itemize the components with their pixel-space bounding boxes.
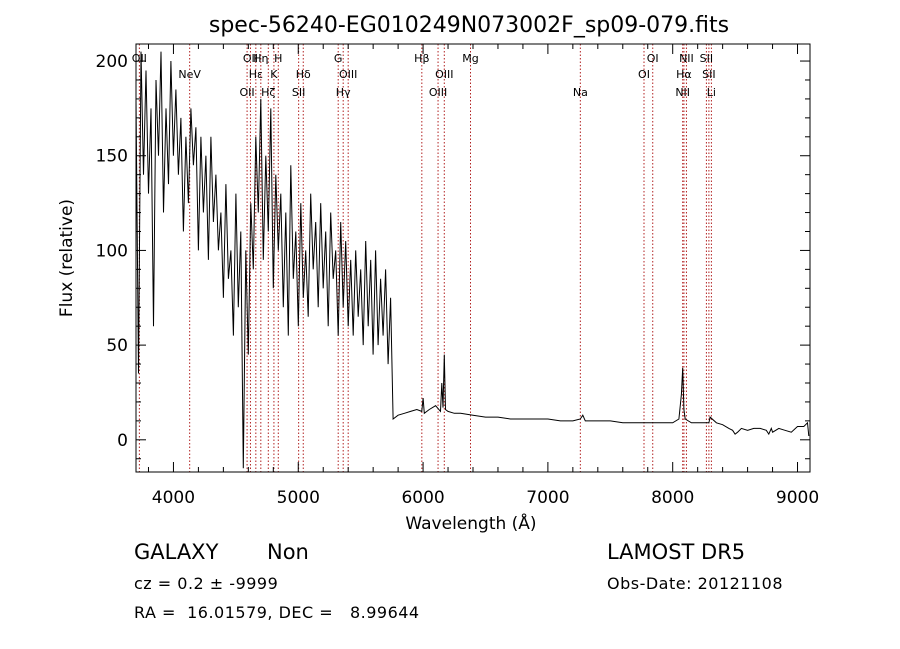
object-subclass: Non bbox=[267, 540, 309, 564]
emission-line-label: Na bbox=[573, 86, 588, 99]
emission-line-label: Li bbox=[707, 86, 716, 99]
emission-line-labels: OII NeV OII OII Hε Hη Hζ KH SII Hδ G Hγ OIII Hβ OIII OI… bbox=[132, 52, 716, 99]
x-axis-ticks: 4000 5000 6000 7000 8000 9000 bbox=[147, 44, 819, 508]
coordinates-text: RA = 16.01579, DEC = 8.99644 bbox=[134, 603, 420, 622]
emission-line-label: Mg bbox=[462, 52, 478, 65]
emission-line-label: SII bbox=[292, 86, 305, 99]
emission-line-label: Hζ bbox=[261, 86, 275, 99]
emission-line-label: Hβ bbox=[414, 52, 429, 65]
emission-line-label: OII bbox=[132, 52, 147, 65]
emission-line-label: OII bbox=[240, 86, 255, 99]
y-tick-label: 0 bbox=[117, 431, 128, 451]
emission-line-label: H bbox=[274, 52, 282, 65]
emission-line-label: K bbox=[270, 68, 278, 81]
emission-line-label: OI bbox=[638, 68, 650, 81]
emission-line-label: OIII bbox=[339, 68, 357, 81]
emission-line-label: NII bbox=[675, 86, 690, 99]
x-tick-label: 4000 bbox=[152, 488, 195, 508]
y-tick-label: 200 bbox=[96, 52, 128, 72]
x-tick-label: 6000 bbox=[401, 488, 444, 508]
emission-line-label: OIII bbox=[429, 86, 447, 99]
y-tick-label: 150 bbox=[96, 147, 128, 167]
emission-line-label: OI bbox=[647, 52, 659, 65]
emission-line-label: Hα bbox=[676, 68, 692, 81]
emission-line-label: Hγ bbox=[336, 86, 351, 99]
chart-title: spec-56240-EG010249N073002F_sp09-079.fit… bbox=[209, 13, 729, 38]
emission-line-label: SII bbox=[700, 52, 713, 65]
survey-name: LAMOST DR5 bbox=[607, 540, 746, 564]
emission-line-label: OII bbox=[243, 52, 258, 65]
emission-line-label: G bbox=[334, 52, 343, 65]
x-tick-label: 5000 bbox=[277, 488, 320, 508]
emission-line-label: SII bbox=[702, 68, 715, 81]
y-tick-label: 100 bbox=[96, 241, 128, 261]
x-tick-label: 9000 bbox=[776, 488, 819, 508]
y-axis-label: Flux (relative) bbox=[57, 199, 77, 317]
x-axis-label: Wavelength (Å) bbox=[405, 512, 536, 534]
obs-date-text: Obs-Date: 20121108 bbox=[607, 574, 784, 593]
spectrum-line bbox=[135, 51, 810, 469]
object-class: GALAXY bbox=[134, 540, 219, 564]
y-axis-ticks: 0 50 100 150 200 bbox=[96, 52, 810, 460]
x-tick-label: 7000 bbox=[526, 488, 569, 508]
y-tick-label: 50 bbox=[106, 336, 128, 356]
emission-line-label: NeV bbox=[178, 68, 201, 81]
redshift-text: cz = 0.2 ± -9999 bbox=[134, 574, 279, 593]
emission-line-label: Hη bbox=[253, 52, 268, 65]
emission-line-label: Hδ bbox=[296, 68, 311, 81]
emission-line-markers bbox=[138, 44, 712, 472]
emission-line-label: OIII bbox=[435, 68, 453, 81]
emission-line-label: Hε bbox=[249, 68, 263, 81]
emission-line-label: NII bbox=[679, 52, 694, 65]
x-tick-label: 8000 bbox=[651, 488, 694, 508]
